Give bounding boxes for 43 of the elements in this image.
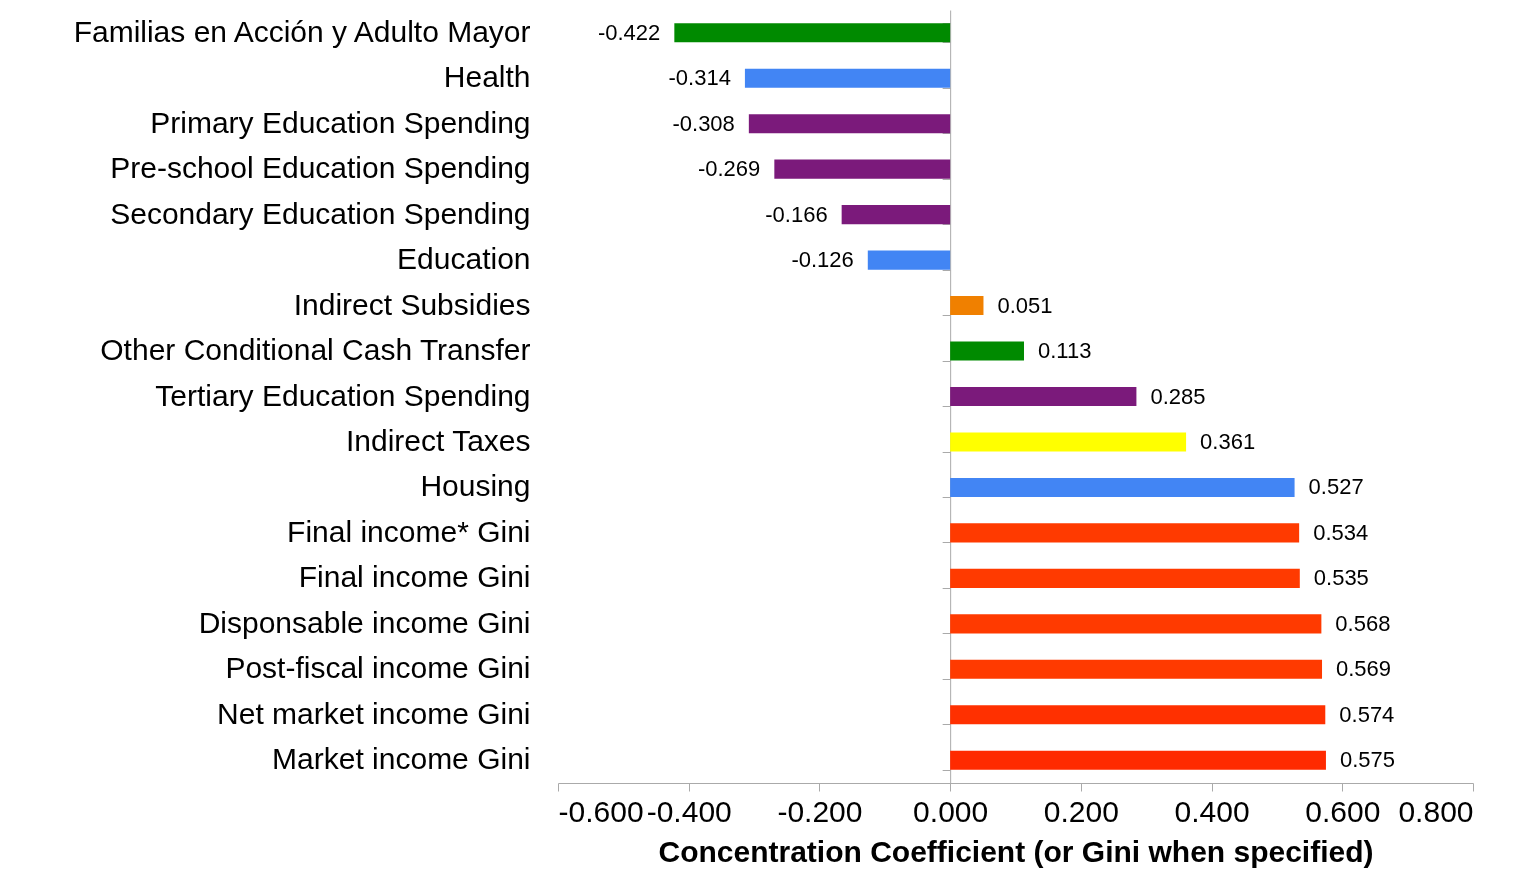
- y-tick-label: Other Conditional Cash Transfer: [100, 333, 531, 367]
- y-tick-label: Health: [443, 60, 531, 94]
- x-tick-label: 0.000: [913, 794, 989, 828]
- data-label: 0.527: [1308, 474, 1364, 500]
- y-tick-label: Indirect Taxes: [345, 423, 531, 457]
- x-tick-label: 0.800: [1398, 794, 1474, 828]
- y-tick-label: Secondary Education Spending: [110, 196, 531, 230]
- data-label: -0.314: [668, 65, 731, 91]
- y-tick-label: Disponsable income Gini: [198, 605, 531, 639]
- y-tick-label: Indirect Subsidies: [293, 287, 531, 321]
- data-label: 0.568: [1335, 610, 1391, 636]
- data-label: 0.575: [1339, 747, 1396, 773]
- x-axis-title: Concentration Coefficient (or Gini when specified): [658, 834, 1374, 868]
- y-tick-label: Pre-school Education Spending: [110, 151, 531, 185]
- data-label: -0.308: [672, 110, 735, 136]
- data-label: 0.535: [1313, 565, 1369, 591]
- x-tick-label: -0.400: [646, 794, 732, 828]
- y-tick-label: Tertiary Education Spending: [155, 378, 531, 412]
- data-label: 0.361: [1200, 428, 1256, 454]
- data-label: -0.422: [597, 19, 661, 45]
- y-tick-label: Familias en Acción y Adulto Mayor: [73, 14, 531, 48]
- data-label: 0.569: [1336, 656, 1392, 682]
- data-label: 0.534: [1313, 519, 1369, 545]
- y-tick-label: Primary Education Spending: [150, 105, 531, 139]
- y-tick-label: Post-fiscal income Gini: [225, 651, 531, 685]
- y-tick-label: Net market income Gini: [217, 696, 531, 730]
- data-label: -0.166: [765, 201, 828, 227]
- data-label: 0.113: [1038, 338, 1092, 364]
- y-tick-label: Housing: [420, 469, 531, 503]
- x-tick-label: 0.200: [1043, 794, 1119, 828]
- data-label: 0.051: [997, 292, 1053, 318]
- x-tick-label: -0.200: [777, 794, 863, 828]
- data-label: 0.285: [1150, 383, 1206, 409]
- y-tick-label: Market income Gini: [272, 742, 531, 776]
- x-tick-label: -0.600: [558, 794, 644, 828]
- x-tick-label: 0.400: [1174, 794, 1250, 828]
- y-tick-label: Final income Gini: [298, 560, 531, 594]
- data-label: -0.269: [697, 156, 761, 182]
- x-tick-label: 0.600: [1305, 794, 1381, 828]
- y-tick-label: Education: [397, 242, 531, 276]
- data-label: 0.574: [1339, 701, 1395, 727]
- y-tick-label: Final income* Gini: [287, 514, 531, 548]
- data-label: -0.126: [791, 247, 854, 273]
